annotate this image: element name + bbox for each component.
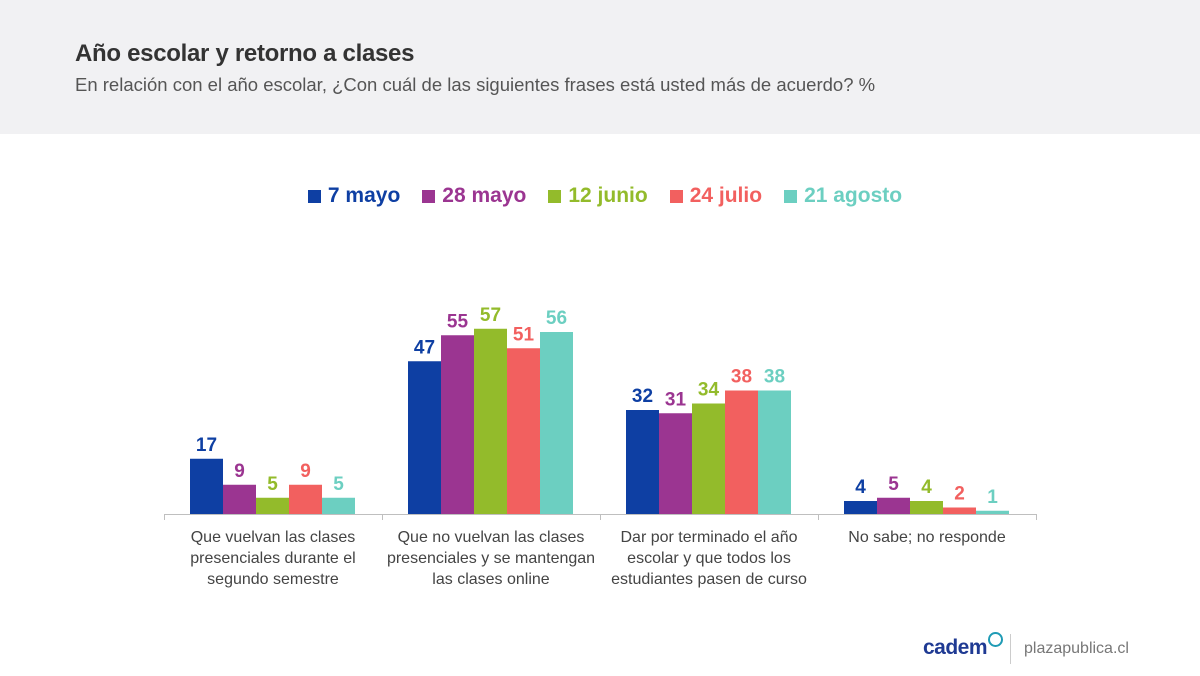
category-label: escolar y que todos los bbox=[627, 550, 791, 567]
data-label: 51 bbox=[513, 324, 535, 345]
data-label: 56 bbox=[546, 308, 567, 329]
bar bbox=[474, 328, 507, 514]
chart-title: Año escolar y retorno a clases bbox=[75, 40, 415, 67]
brand-name: cadem bbox=[923, 636, 988, 659]
legend-item: 28 mayo bbox=[422, 184, 526, 208]
category-label: estudiantes pasen de curso bbox=[611, 571, 807, 588]
bar bbox=[692, 403, 725, 514]
bar bbox=[408, 361, 441, 514]
legend-label: 28 mayo bbox=[442, 184, 527, 207]
category-label: presenciales durante el bbox=[190, 550, 355, 567]
data-label: 17 bbox=[196, 435, 217, 456]
legend-item: 7 mayo bbox=[307, 184, 401, 208]
legend-label: 12 junio bbox=[568, 184, 648, 207]
category-label: segundo semestre bbox=[207, 571, 339, 588]
data-label: 55 bbox=[447, 311, 469, 332]
category-label: Que vuelvan las clases bbox=[191, 529, 356, 546]
data-label: 2 bbox=[954, 484, 965, 505]
data-label: 9 bbox=[234, 461, 245, 482]
bar bbox=[507, 348, 540, 514]
data-label: 38 bbox=[731, 367, 752, 388]
category-label: Dar por terminado el año bbox=[621, 529, 798, 546]
category-label: las clases online bbox=[432, 571, 550, 588]
category-label: presenciales y se mantengan bbox=[387, 550, 595, 567]
data-label: 4 bbox=[855, 477, 866, 498]
bar bbox=[223, 484, 256, 514]
footer-site: plazapublica.cl bbox=[1024, 640, 1129, 657]
data-label: 9 bbox=[300, 461, 311, 482]
bar bbox=[910, 501, 943, 514]
bar bbox=[256, 497, 289, 514]
legend-label: 21 agosto bbox=[804, 184, 903, 207]
category-label: No sabe; no responde bbox=[848, 529, 1006, 546]
bar bbox=[289, 484, 322, 514]
data-label: 34 bbox=[698, 380, 720, 401]
bar bbox=[626, 410, 659, 514]
data-label: 5 bbox=[888, 474, 899, 495]
bar bbox=[725, 390, 758, 514]
data-label: 5 bbox=[333, 474, 344, 495]
chart-legend: 7 mayo 28 mayo 12 junio 24 julio 21 agosto bbox=[0, 184, 1200, 208]
legend-label: 24 julio bbox=[689, 184, 763, 207]
legend-item: 21 agosto bbox=[784, 184, 902, 208]
data-label: 32 bbox=[632, 386, 653, 407]
legend-swatch bbox=[784, 189, 798, 203]
cadem-logo: cadem bbox=[923, 631, 1004, 660]
data-label: 38 bbox=[764, 367, 785, 388]
footer-divider bbox=[1010, 634, 1011, 664]
bar bbox=[441, 335, 474, 514]
data-label: 1 bbox=[987, 487, 998, 508]
header-band: Año escolar y retorno a clases En relaci… bbox=[0, 0, 1200, 134]
legend-label: 7 mayo bbox=[327, 184, 401, 207]
legend-swatch bbox=[422, 189, 436, 203]
data-label: 4 bbox=[921, 477, 932, 498]
legend-swatch bbox=[669, 189, 683, 203]
data-label: 31 bbox=[665, 389, 687, 410]
legend-swatch bbox=[307, 189, 321, 203]
bar bbox=[322, 497, 355, 514]
legend-item: 12 junio bbox=[548, 184, 648, 208]
legend-swatch bbox=[548, 189, 562, 203]
category-label: Que no vuelvan las clases bbox=[398, 529, 585, 546]
bar bbox=[976, 510, 1009, 514]
bar bbox=[877, 497, 910, 514]
bar bbox=[943, 507, 976, 514]
legend-item: 24 julio bbox=[669, 184, 763, 208]
bar bbox=[844, 501, 877, 514]
data-label: 5 bbox=[267, 474, 278, 495]
data-label: 57 bbox=[480, 305, 501, 326]
brand-dot-icon bbox=[988, 631, 1004, 647]
bar bbox=[190, 458, 223, 514]
chart-subtitle: En relación con el año escolar, ¿Con cuá… bbox=[75, 74, 876, 95]
data-label: 47 bbox=[414, 337, 435, 358]
bar bbox=[540, 332, 573, 514]
bar bbox=[758, 390, 791, 514]
bar bbox=[659, 413, 692, 514]
